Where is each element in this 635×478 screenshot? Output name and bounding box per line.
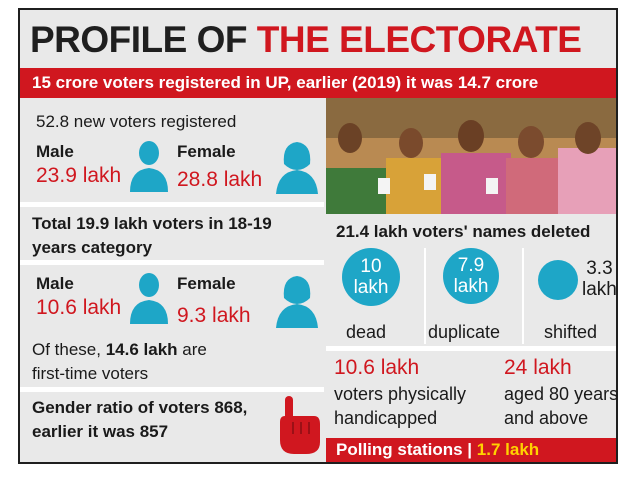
shifted-value-block: 3.3 lakh xyxy=(582,258,617,300)
young-voters-heading-2: years category xyxy=(32,238,153,257)
duplicate-label: duplicate xyxy=(428,322,501,342)
shifted-circle xyxy=(538,260,578,300)
dead-label: dead xyxy=(346,322,387,342)
registered-banner: 15 crore voters registered in UP, earlie… xyxy=(20,68,616,98)
new-female-label: Female xyxy=(177,142,236,161)
first-time-note-2: first-time voters xyxy=(32,364,149,383)
dead-circle: 10 lakh xyxy=(342,248,400,306)
voters-photo xyxy=(326,98,616,214)
dead-value: 10 xyxy=(360,256,382,277)
gender-ratio-box: Gender ratio of voters 868, earlier it w… xyxy=(20,392,324,454)
polling-stations-bar: Polling stations | 1.7 lakh xyxy=(326,438,616,462)
young-female-label: Female xyxy=(177,274,236,293)
first-time-note-pre: Of these, xyxy=(32,340,106,359)
divider xyxy=(20,387,324,392)
duplicate-unit: lakh xyxy=(453,276,489,297)
polling-label: Polling stations | xyxy=(336,440,473,459)
divider xyxy=(20,260,324,265)
gender-ratio-line-1: Gender ratio of voters 868, xyxy=(32,398,248,417)
handicapped-line-1: voters physically xyxy=(334,384,467,404)
divider xyxy=(424,248,426,344)
young-male-label: Male xyxy=(36,274,74,293)
gender-ratio-line-2: earlier it was 857 xyxy=(32,422,169,441)
male-voter-icon xyxy=(130,273,168,324)
first-time-note-post: are xyxy=(177,340,207,359)
new-male-label: Male xyxy=(36,142,74,161)
young-voters-heading-1: Total 19.9 lakh voters in 18-19 xyxy=(32,214,272,233)
title-part-1: PROFILE OF xyxy=(30,19,248,60)
handicapped-line-2: handicapped xyxy=(334,408,438,428)
title-part-2: THE ELECTORATE xyxy=(256,19,582,60)
handicapped-value: 10.6 lakh xyxy=(334,356,420,379)
first-time-note-value: 14.6 lakh xyxy=(105,340,178,359)
divider xyxy=(326,346,616,351)
page-title: PROFILE OF THE ELECTORATE xyxy=(30,14,582,66)
duplicate-value: 7.9 xyxy=(457,255,485,276)
divider xyxy=(522,248,524,344)
left-column: 52.8 new voters registered Male 23.9 lak… xyxy=(20,98,324,462)
male-voter-icon xyxy=(130,141,168,192)
dead-unit: lakh xyxy=(353,277,389,298)
aged-value: 24 lakh xyxy=(504,356,572,379)
new-voters-heading: 52.8 new voters registered xyxy=(36,112,237,131)
deleted-heading: 21.4 lakh voters' names deleted xyxy=(336,222,591,241)
female-voter-icon xyxy=(276,276,318,328)
aged-line-2: and above xyxy=(504,408,589,428)
pointing-finger-icon xyxy=(280,396,320,454)
shifted-label: shifted xyxy=(544,322,598,342)
right-column: 21.4 lakh voters' names deleted 10 lakh … xyxy=(326,98,619,462)
young-female-value: 9.3 lakh xyxy=(177,304,251,327)
new-male-value: 23.9 lakh xyxy=(36,164,122,187)
aged-line-1: aged 80 years xyxy=(504,384,619,404)
polling-value: 1.7 lakh xyxy=(476,440,540,459)
infographic-frame: PROFILE OF THE ELECTORATE 15 crore voter… xyxy=(18,8,618,464)
first-time-note-1: Of these, 14.6 lakh are xyxy=(32,340,207,360)
shifted-value: 3.3 xyxy=(586,258,613,279)
divider xyxy=(20,202,324,207)
young-male-value: 10.6 lakh xyxy=(36,296,122,319)
new-female-value: 28.8 lakh xyxy=(177,168,263,191)
shifted-unit: lakh xyxy=(582,279,617,300)
female-voter-icon xyxy=(276,142,318,194)
duplicate-circle: 7.9 lakh xyxy=(443,248,499,304)
